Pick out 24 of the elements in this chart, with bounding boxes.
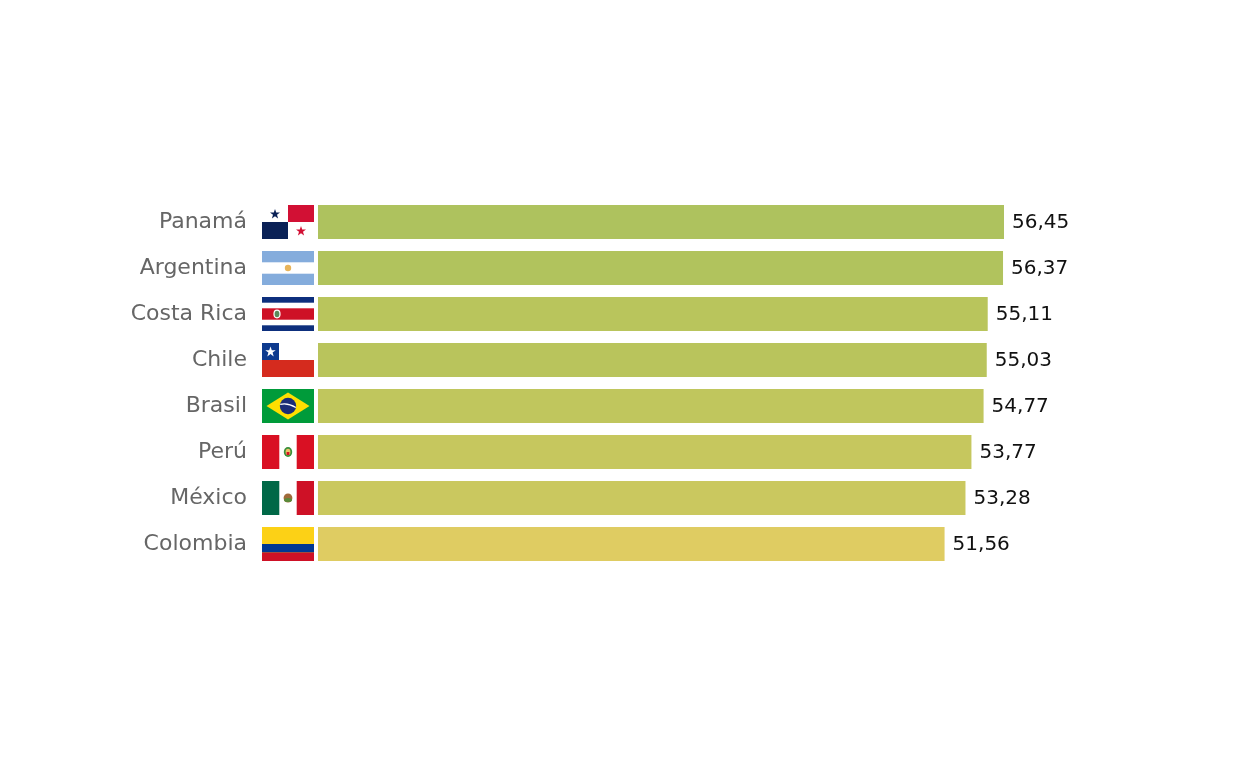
bar bbox=[318, 250, 1004, 286]
data-label: 55,11 bbox=[995, 301, 1053, 326]
y-tick-label: Brasil bbox=[185, 391, 247, 417]
bar bbox=[318, 480, 966, 516]
bar bbox=[318, 342, 987, 378]
data-label: 56,37 bbox=[1011, 255, 1069, 280]
y-tick-label: Argentina bbox=[139, 253, 247, 279]
y-tick-label: México bbox=[170, 483, 247, 509]
y-tick-label: Colombia bbox=[143, 529, 247, 555]
bar bbox=[318, 388, 984, 424]
bar bbox=[318, 204, 1004, 240]
data-label: 54,77 bbox=[991, 393, 1049, 418]
y-tick-label: Costa Rica bbox=[130, 299, 247, 325]
data-label: 56,45 bbox=[1012, 209, 1070, 234]
data-label: 55,03 bbox=[994, 347, 1053, 372]
y-tick-label: Panamá bbox=[158, 207, 247, 233]
y-tick-label: Perú bbox=[197, 437, 247, 463]
bar bbox=[318, 434, 972, 470]
data-label: 53,77 bbox=[979, 439, 1037, 464]
data-label: 53,28 bbox=[973, 485, 1031, 510]
y-tick-label: Chile bbox=[191, 345, 247, 371]
data-label: 51,56 bbox=[952, 531, 1010, 556]
bar bbox=[318, 296, 988, 332]
bar bbox=[318, 526, 945, 562]
